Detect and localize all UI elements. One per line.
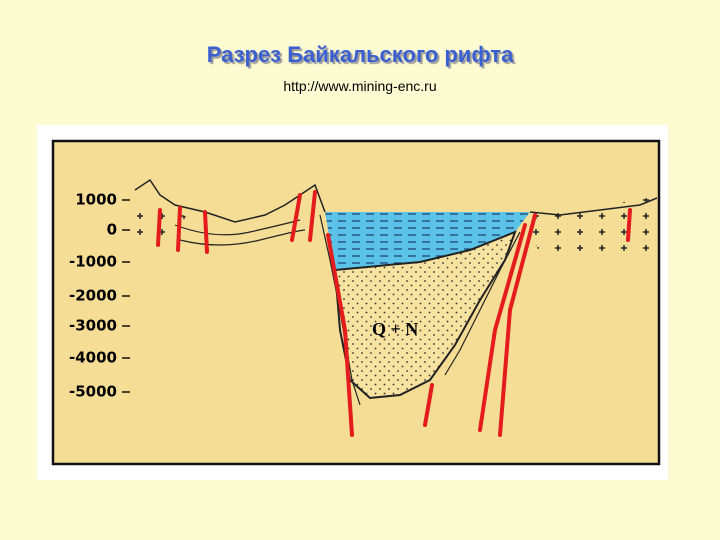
source-url: http://www.mining-enc.ru [283,78,437,94]
depth-label: -4000 [69,349,117,367]
depth-label: 0 [107,221,117,239]
sediment-label: Q + N [372,319,418,339]
depth-label: -3000 [69,317,117,335]
basement [525,195,657,260]
lake-water [325,212,530,270]
depth-scale: 1000 0 -1000 -2000 -3000 -4000 -5000 [69,191,117,401]
depth-ticks [122,199,130,393]
depth-label: -5000 [69,383,117,401]
depth-label: -2000 [69,287,117,305]
basement [135,205,190,240]
layer-line [174,219,306,246]
slide-title: Разрез Байкальского рифта [206,42,514,67]
faults [156,190,632,437]
surface-line [134,178,326,223]
depth-label: -1000 [69,253,117,271]
depth-label: 1000 [75,191,117,209]
surface-line [529,197,658,216]
layer-line [444,231,521,376]
